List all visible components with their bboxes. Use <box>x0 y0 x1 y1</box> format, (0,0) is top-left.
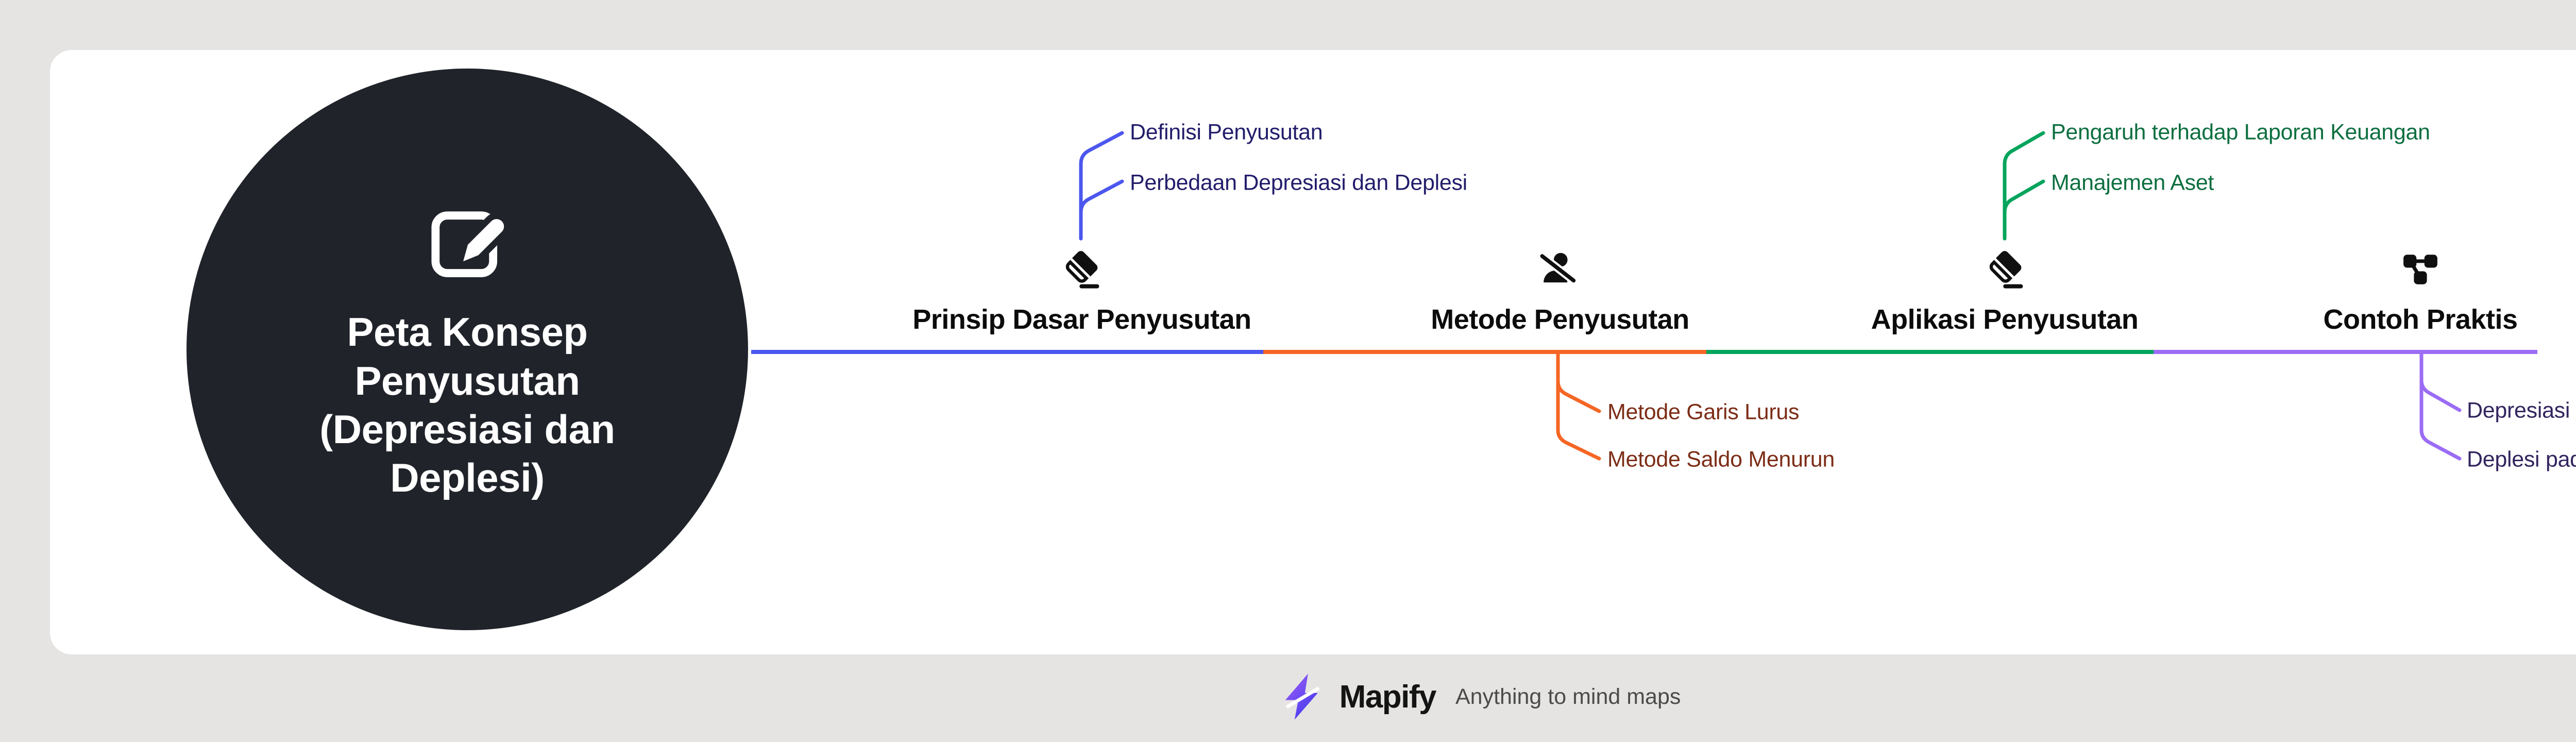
eraser-icon <box>1989 251 2023 289</box>
share-nodes-icon <box>2403 255 2437 284</box>
branch-connector-contoh <box>2419 350 2462 461</box>
branch-node-metode[interactable]: Metode Penyusutan <box>1431 304 1689 335</box>
child-node[interactable]: Definisi Penyusutan <box>1130 120 1323 145</box>
branch-node-aplikasi[interactable]: Aplikasi Penyusutan <box>1871 304 2139 335</box>
person-slash-icon <box>1539 252 1577 284</box>
branch-node-prinsip[interactable]: Prinsip Dasar Penyusutan <box>912 304 1251 335</box>
root-node[interactable]: Peta Konsep Penyusutan (Depresiasi dan D… <box>187 69 748 630</box>
branch-node-contoh[interactable]: Contoh Praktis <box>2323 304 2518 335</box>
branch-connector-prinsip <box>1079 131 1124 241</box>
child-node[interactable]: Metode Saldo Menurun <box>1607 447 1835 472</box>
edit-pencil-square-icon <box>431 211 511 278</box>
child-node[interactable]: Depresiasi pada Aset Tetap <box>2467 398 2576 423</box>
mapify-brand-text: Mapify <box>1339 679 1437 715</box>
child-node[interactable]: Deplesi pada Sumber Daya Alam <box>2467 447 2576 472</box>
child-node[interactable]: Perbedaan Depresiasi dan Deplesi <box>1130 170 1467 195</box>
child-node[interactable]: Pengaruh terhadap Laporan Keuangan <box>2051 120 2430 145</box>
child-node[interactable]: Metode Garis Lurus <box>1607 399 1800 425</box>
eraser-icon <box>1065 251 1099 289</box>
root-title: Peta Konsep Penyusutan (Depresiasi dan D… <box>319 309 615 501</box>
mapify-watermark: Mapify Anything to mind maps <box>1281 671 1681 722</box>
mapify-tagline: Anything to mind maps <box>1455 684 1681 709</box>
branch-connector-aplikasi <box>2003 131 2045 241</box>
mapify-bolt-icon <box>1285 673 1320 720</box>
child-node[interactable]: Manajemen Aset <box>2051 170 2214 195</box>
branch-connector-metode <box>1556 350 1601 461</box>
